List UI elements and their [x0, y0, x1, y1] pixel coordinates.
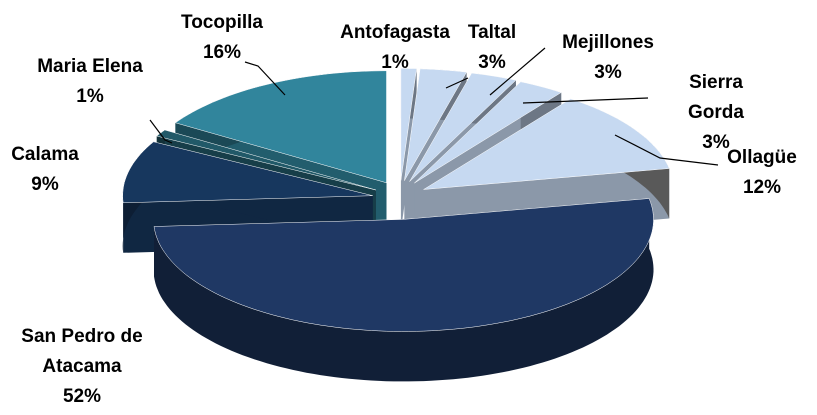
slice	[409, 72, 517, 182]
value-label: 16%	[202, 42, 242, 63]
value-label: 52%	[62, 386, 102, 407]
category-name: Maria Elena	[37, 56, 143, 77]
leader-line	[489, 47, 546, 96]
slice-label: Calama 9%	[11, 140, 79, 200]
value-label: 3%	[478, 52, 506, 73]
slice-label: Antofagasta 1%	[340, 18, 450, 78]
category-name: Antofagasta	[340, 22, 450, 43]
slice	[414, 81, 562, 184]
slice-label: Mejillones 3%	[562, 28, 654, 88]
leader-line	[522, 97, 649, 104]
slice-label: Maria Elena 1%	[37, 52, 143, 112]
category-name: Ollagüe	[727, 147, 797, 168]
slice-label: Taltal 3%	[468, 18, 516, 78]
slice-side	[154, 198, 654, 382]
slice	[423, 98, 670, 190]
leader-line	[244, 61, 286, 96]
category-name: Taltal	[467, 22, 517, 43]
slice	[156, 129, 376, 191]
slice	[122, 141, 373, 204]
value-label: 3%	[594, 62, 622, 83]
value-label: 3%	[702, 132, 730, 153]
category-name: Calama	[11, 144, 79, 165]
slice-label: Ollagüe 12%	[727, 143, 797, 203]
category-name: Tocopilla	[181, 12, 263, 33]
slice-label: San Pedro de Atacama 52%	[7, 322, 157, 412]
value-label: 9%	[31, 174, 59, 195]
slice-label: Tocopilla 16%	[181, 8, 263, 68]
category-name: Mejillones	[562, 32, 654, 53]
slice	[153, 198, 654, 332]
category-name: San Pedro de Atacama	[21, 326, 143, 377]
leader-line	[614, 134, 719, 166]
slice	[404, 68, 468, 181]
slice	[174, 70, 387, 184]
value-label: 1%	[76, 86, 104, 107]
slice	[400, 68, 417, 181]
value-label: 1%	[381, 52, 409, 73]
slice-label: Sierra Gorda 3%	[666, 68, 767, 158]
leader-line	[149, 119, 173, 144]
leader-line	[445, 77, 469, 89]
category-name: Sierra Gorda	[688, 72, 744, 123]
value-label: 12%	[742, 177, 782, 198]
